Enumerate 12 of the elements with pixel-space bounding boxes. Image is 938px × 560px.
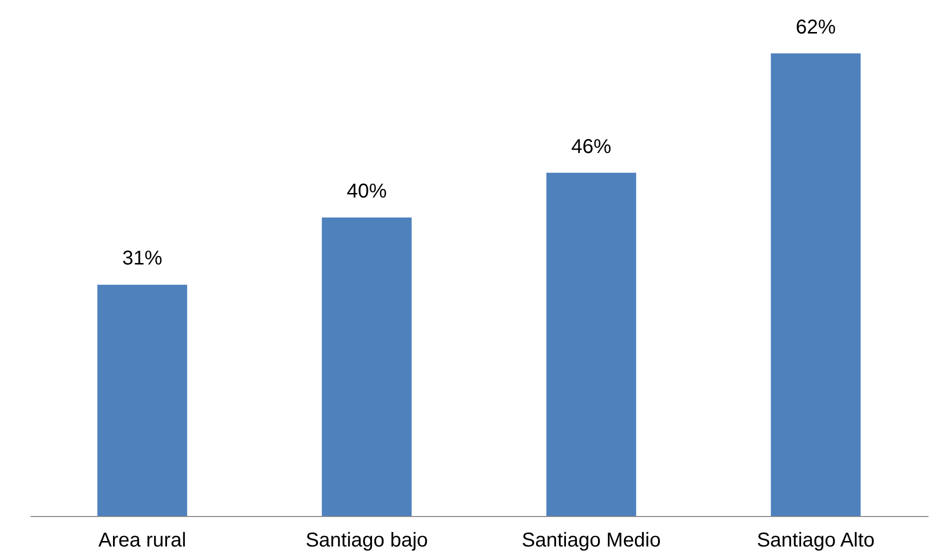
data-label: 31% [122, 248, 162, 270]
x-tick-label: Santiago Alto [756, 530, 875, 552]
x-tick-label: Area rural [98, 530, 186, 552]
data-label: 40% [346, 180, 387, 203]
bar [546, 172, 636, 516]
x-tick-label: Santiago Medio [522, 530, 661, 552]
data-label: 62% [796, 16, 836, 38]
data-label: 46% [571, 136, 612, 158]
bar [770, 53, 861, 516]
bar [322, 218, 412, 516]
x-tick-label: Santiago bajo [306, 530, 428, 552]
bar [97, 284, 188, 516]
